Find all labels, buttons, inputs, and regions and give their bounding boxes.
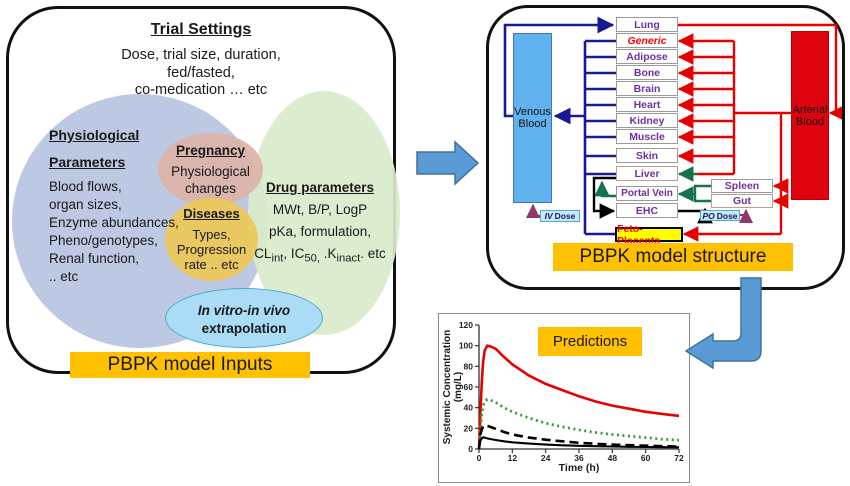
svg-text:60: 60 xyxy=(641,453,651,463)
portal-lines xyxy=(594,166,711,203)
svg-text:100: 100 xyxy=(459,341,473,351)
physio-item: .. etc xyxy=(49,269,79,284)
diseases-section: Diseases Types, Progression rate .. etc xyxy=(159,206,264,272)
organ-box-adipose: Adipose xyxy=(616,49,678,64)
connector-lines xyxy=(503,16,842,242)
pregnancy-title: Pregnancy xyxy=(175,143,246,158)
physio-item: Pheno/genotypes, xyxy=(49,233,158,248)
organ-box-spleen: Spleen xyxy=(711,179,773,193)
svg-text:12: 12 xyxy=(508,453,518,463)
diseases-title: Diseases xyxy=(183,206,240,221)
subtitle-line: co-medication … etc xyxy=(134,82,268,98)
svg-text:72: 72 xyxy=(674,453,684,463)
organ-box-brain: Brain xyxy=(616,81,678,96)
iv-dose-prefix: IV xyxy=(544,211,553,221)
organ-box-lung: Lung xyxy=(616,17,678,32)
svg-text:80: 80 xyxy=(464,361,474,371)
physio-item: Renal function, xyxy=(49,251,140,266)
physio-item: organ sizes, xyxy=(49,197,122,212)
pbpk-model-inputs-label: PBPK model Inputs xyxy=(70,352,310,378)
series-black-solid xyxy=(477,436,680,450)
po-dose-box: PO Dose xyxy=(700,210,740,221)
organ-box-kidney: Kidney xyxy=(616,113,678,128)
feto-placenta-box: Feto-Placenta xyxy=(615,223,683,247)
flow-arrow-right-icon xyxy=(416,140,480,186)
drug-line: pKa, formulation, xyxy=(268,224,372,239)
venous-lines xyxy=(503,16,616,236)
svg-text:0: 0 xyxy=(477,453,482,463)
organ-box-muscle: Muscle xyxy=(616,129,678,144)
predictions-chart: 0 20 40 60 80 100 120 0 12 24 36 48 60 72 Predictions… xyxy=(438,313,690,483)
diseases-circle xyxy=(165,198,258,281)
physio-item: Blood flows, xyxy=(49,179,122,194)
organ-box-generic: Generic xyxy=(616,33,678,48)
pbpk-inputs-panel: Trial Settings Dose, trial size, duratio… xyxy=(6,6,400,378)
x-axis-label: Time (h) xyxy=(558,462,600,474)
svg-text:60: 60 xyxy=(464,382,474,392)
iv-dose-word: Dose xyxy=(554,211,576,221)
pregnancy-circle xyxy=(158,133,263,206)
pregnancy-line: Physiological xyxy=(171,164,250,179)
dose-lines xyxy=(525,203,754,224)
pbpk-model-structure-label: PBPK model structure xyxy=(553,243,793,271)
pregnancy-line: changes xyxy=(184,181,237,196)
pbpk-structure-panel: Venous Blood Arterial Blood Lung Generic… xyxy=(486,5,845,290)
flow-arrow-down-left-icon xyxy=(684,277,762,370)
organ-box-skin: Skin xyxy=(616,148,678,163)
subtitle-line: Dose, trial size, duration, xyxy=(121,47,281,63)
venous-blood-box: Venous Blood xyxy=(513,33,552,203)
subtitle-line: fed/fasted, xyxy=(167,64,235,81)
drug-parameters-title: Drug parameters xyxy=(265,180,375,195)
po-dose-word: Dose xyxy=(716,210,738,221)
arterial-lines xyxy=(677,23,842,242)
organ-box-bone: Bone xyxy=(616,65,678,80)
svg-text:0: 0 xyxy=(468,444,473,454)
iv-dose-box: IV Dose xyxy=(540,210,580,222)
drug-line: MWt, B/P, LogP xyxy=(272,202,368,217)
series-green-dotted xyxy=(477,397,680,450)
ivive-line1: In vitro-in vivo xyxy=(197,303,291,318)
diseases-line: Progression xyxy=(176,242,247,257)
chart-plot-area: 0 20 40 60 80 100 120 0 12 24 36 48 60 72 xyxy=(459,320,684,463)
physio-item: Enzyme abundances, xyxy=(49,215,179,230)
svg-text:20: 20 xyxy=(464,423,474,433)
physiological-section: Physiological Parameters Blood flows, or… xyxy=(49,127,199,286)
svg-text:40: 40 xyxy=(464,403,474,413)
ivive-section: In vitro-in vivo extrapolation xyxy=(165,302,323,338)
trial-settings-title: Trial Settings xyxy=(150,21,252,38)
organ-box-gut: Gut xyxy=(711,194,773,208)
series-red-solid xyxy=(477,344,680,450)
organ-box-liver: Liver xyxy=(616,166,678,181)
po-dose-prefix: PO xyxy=(702,210,715,221)
drug-parameters-section: Drug parameters MWt, B/P, LogP pKa, form… xyxy=(241,177,399,270)
y-axis-label: Systemic Concentration (mg/L) xyxy=(442,329,464,445)
organ-box-ehc: EHC xyxy=(616,203,678,218)
diseases-line: rate .. etc xyxy=(184,257,239,272)
pregnancy-section: Pregnancy Physiological changes xyxy=(156,142,265,197)
organ-box-heart: Heart xyxy=(616,97,678,112)
svg-text:36: 36 xyxy=(574,453,584,463)
ivive-ellipse xyxy=(165,288,323,348)
trial-settings-subtitle: Dose, trial size, duration, fed/fasted, … xyxy=(9,47,393,100)
physiological-title: Physiological xyxy=(49,127,140,143)
svg-text:120: 120 xyxy=(459,320,473,330)
physiological-title2: Parameters xyxy=(49,154,126,170)
ivive-line2: extrapolation xyxy=(201,321,287,336)
organ-box-portal-vein: Portal Vein xyxy=(616,186,678,201)
series-black-dashed xyxy=(477,423,680,450)
svg-text:24: 24 xyxy=(541,453,551,463)
arterial-blood-box: Arterial Blood xyxy=(791,31,829,200)
drug-line-subscripts: CLint, IC50, .Kinact. etc xyxy=(254,246,386,265)
diseases-line: Types, xyxy=(192,227,231,242)
svg-text:48: 48 xyxy=(608,453,618,463)
chart-title-predictions: Predictions xyxy=(538,327,642,356)
